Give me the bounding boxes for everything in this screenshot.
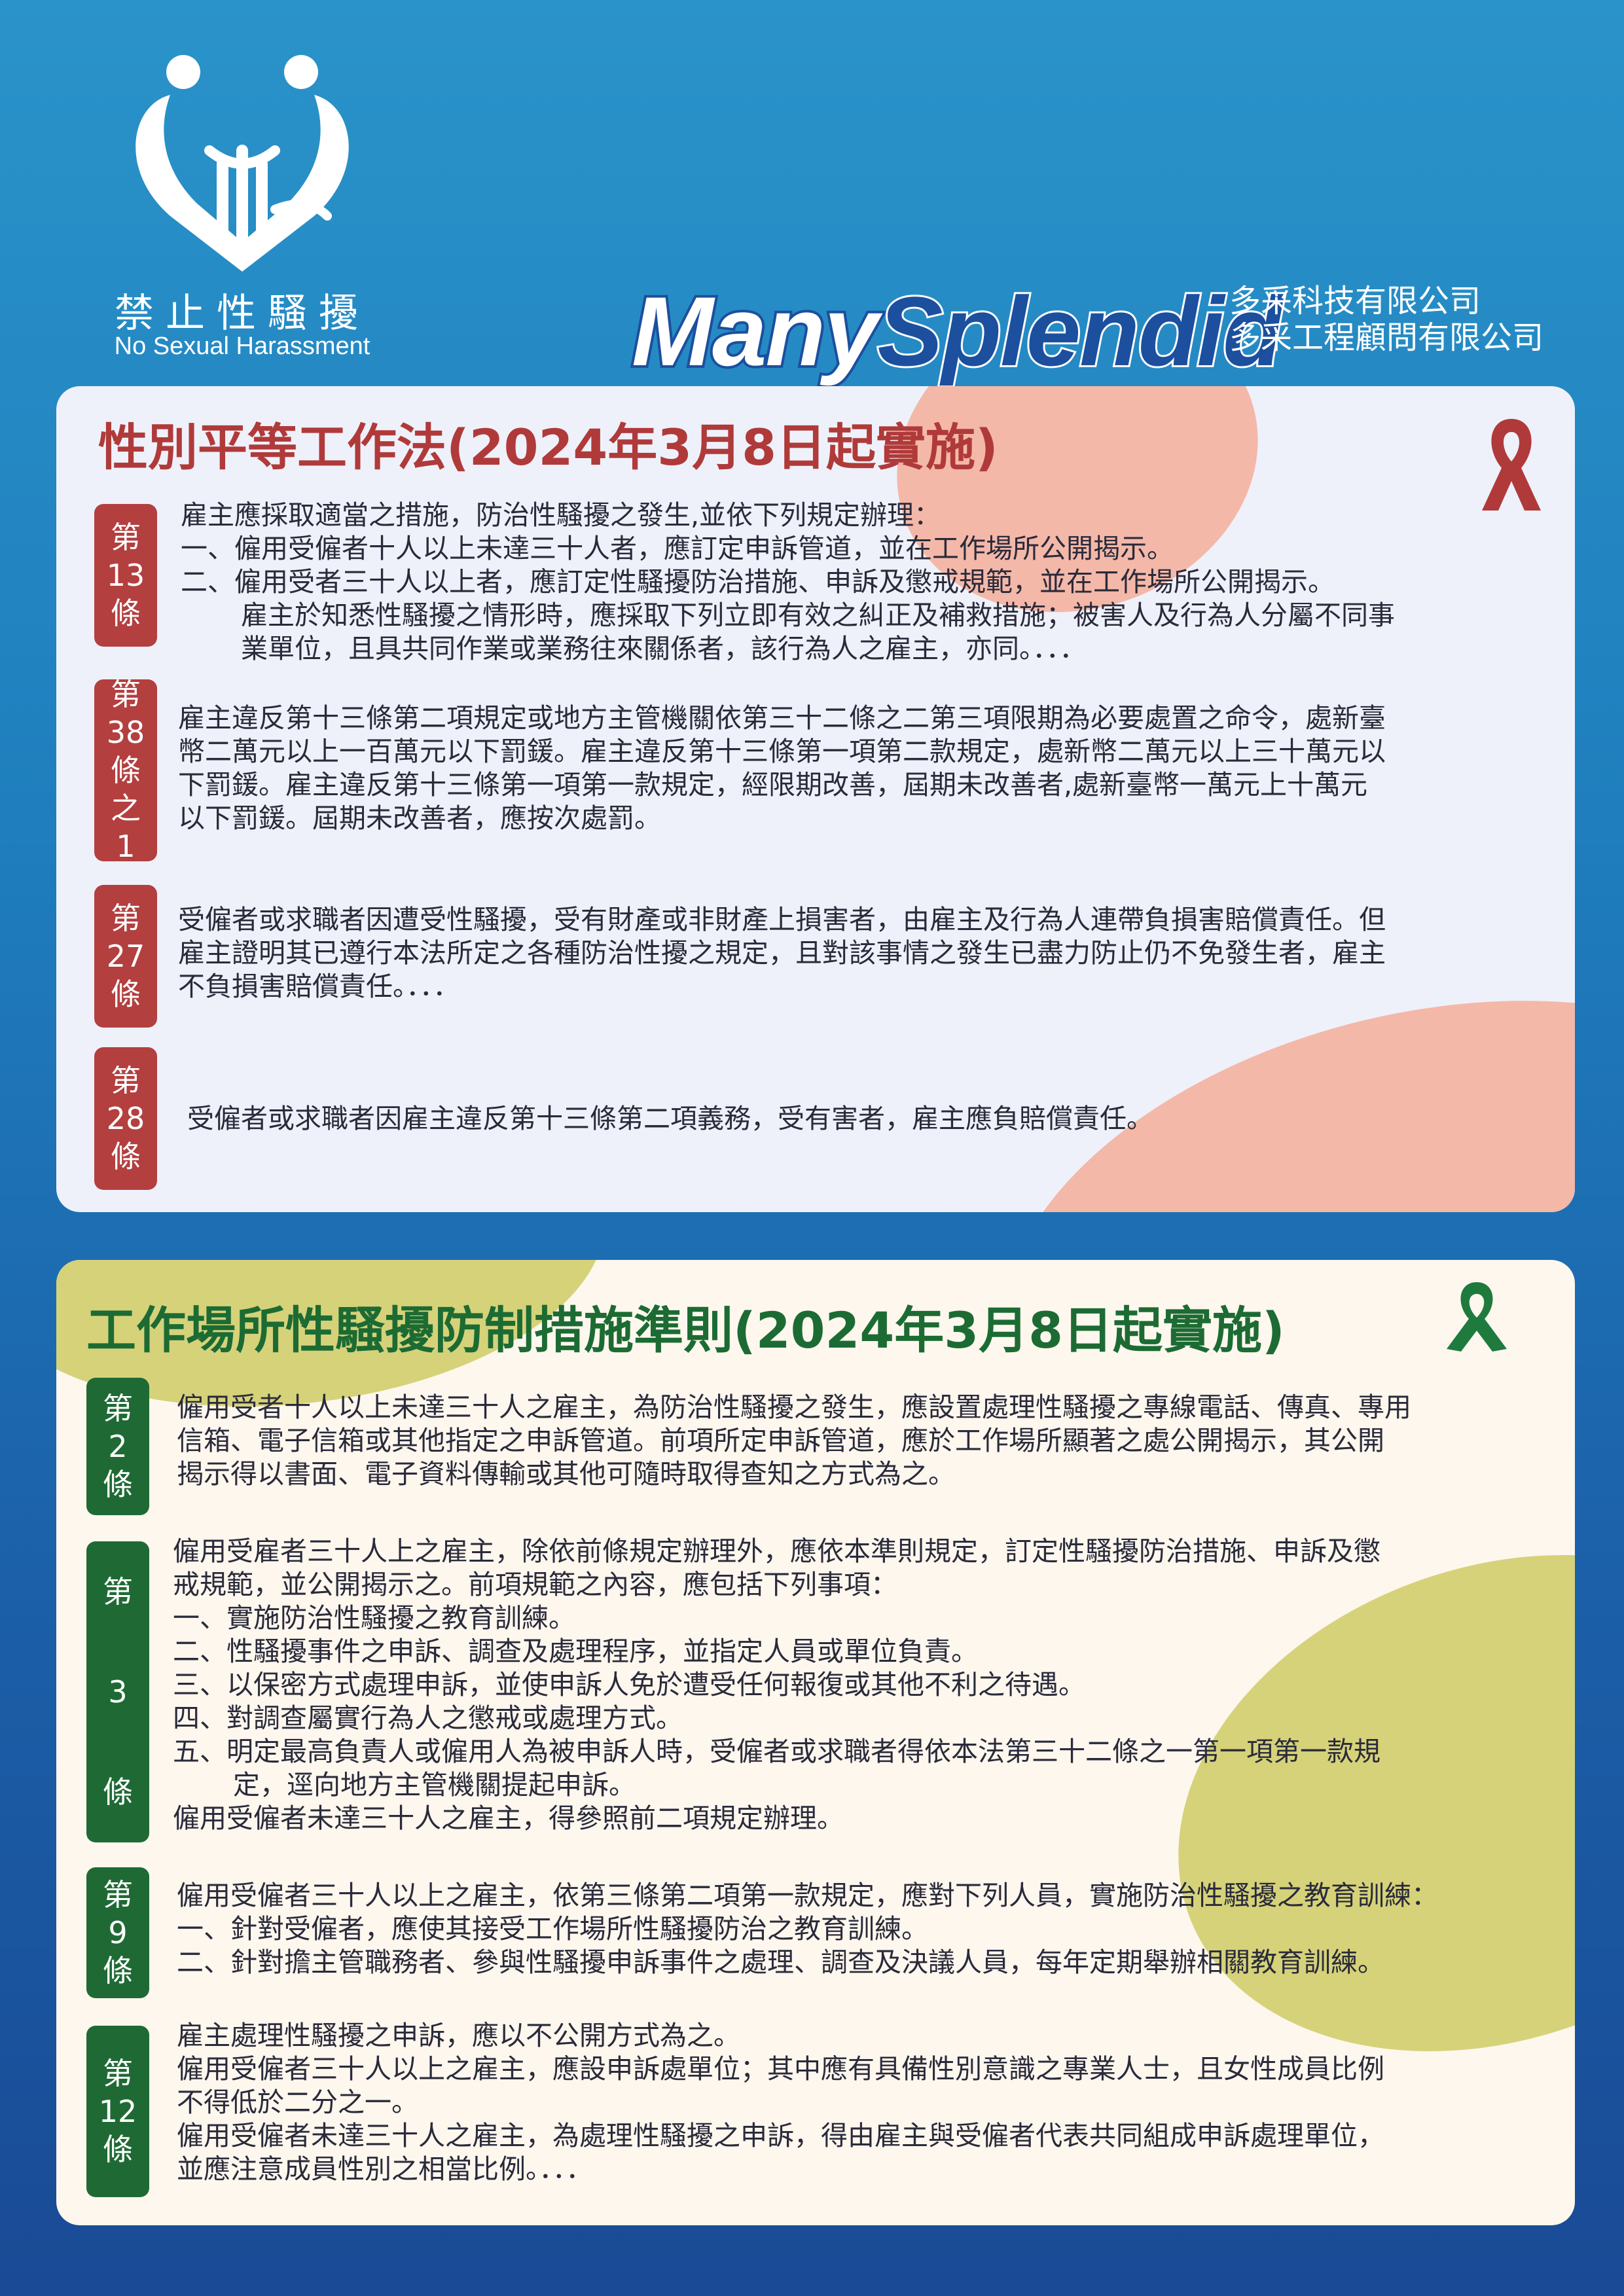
logo-title-zh: 禁止性騷擾 — [115, 291, 370, 336]
no-harassment-logo: 禁止性騷擾 No Sexual Harassment — [92, 46, 393, 373]
section1-title: 性別平等工作法(2024年3月8日起實施) — [98, 418, 998, 476]
article-27-text: 受僱者或求職者因遭受性騷擾，受有財產或非財產上損害者，由雇主及行為人連帶負損害賠… — [178, 904, 1386, 1002]
company-name-1: 多采科技有限公司 — [1229, 283, 1481, 319]
rule-3-text: 僱用受雇者三十人上之雇主，除依前條規定辦理外，應依本準則規定，訂定性騷擾防治措施… — [173, 1535, 1380, 1834]
article-tag-38-1: 第 38 條 之 1 — [94, 677, 157, 864]
awareness-ribbon-icon — [1447, 1282, 1507, 1352]
logo-title-en: No Sexual Harassment — [114, 332, 370, 360]
section2-title: 工作場所性騷擾防制措施準則(2024年3月8日起實施) — [86, 1301, 1285, 1359]
heart-hands-icon — [135, 55, 349, 272]
company-name-2: 多采工程顧問有限公司 — [1229, 319, 1544, 356]
gender-equality-act-card: 性別平等工作法(2024年3月8日起實施) 第 13 條 雇主應採取適當之措施，… — [56, 386, 1575, 1212]
rule-tag-9: 第 9 條 — [86, 1867, 149, 1998]
article-tag-28: 第 28 條 — [94, 1047, 157, 1190]
article-38-1-text: 雇主違反第十三條第二項規定或地方主管機關依第三十二條之二第三項限期為必要處置之命… — [178, 702, 1386, 834]
rule-2-text: 僱用受者十人以上未達三十人之雇主，為防治性騷擾之發生，應設置處理性騷擾之專線電話… — [177, 1391, 1411, 1490]
rule-12-text: 雇主處理性騷擾之申訴，應以不公開方式為之。 僱用受僱者三十人以上之雇主，應設申訴… — [177, 2020, 1384, 2185]
article-28-text: 受僱者或求職者因雇主違反第十三條第二項義務，受有害者，雇主應負賠償責任。 — [187, 1103, 1153, 1134]
rule-9-text: 僱用受僱者三十人以上之雇主，依第三條第二項第一款規定，應對下列人員，實施防治性騷… — [177, 1880, 1438, 1978]
workplace-harassment-rules-card: 工作場所性騷擾防制措施準則(2024年3月8日起實施) 第 2 條 僱用受者十人… — [56, 1260, 1575, 2225]
rule-tag-12: 第 12 條 — [86, 2026, 149, 2197]
article-tag-27: 第 27 條 — [94, 885, 157, 1028]
article-13-text: 雇主應採取適當之措施，防治性騷擾之發生,並依下列規定辦理： 一、僱用受僱者十人以… — [181, 499, 1395, 664]
brand-part2: Splendid — [875, 274, 1284, 388]
rule-tag-3: 第 3 條 — [86, 1541, 149, 1842]
awareness-ribbon-icon — [1482, 419, 1541, 511]
brand-part1: Many — [629, 274, 881, 389]
article-tag-13: 第 13 條 — [94, 504, 157, 647]
rule-tag-2: 第 2 條 — [86, 1378, 149, 1515]
brand-wordmark: ManySplendid — [629, 274, 1285, 389]
